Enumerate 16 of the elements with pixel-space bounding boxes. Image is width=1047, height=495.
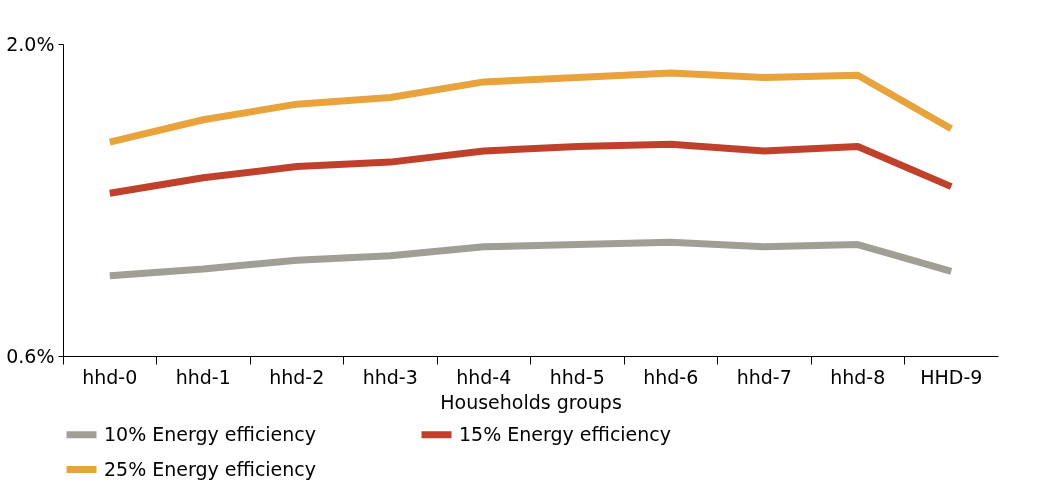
x-tick-label: hhd-2 — [269, 365, 325, 388]
x-tick-label: hhd-7 — [736, 365, 792, 388]
y-tick-label: 0.6% — [6, 344, 55, 367]
x-axis-title: Households groups — [440, 390, 622, 413]
x-tick-label: hhd-8 — [830, 365, 886, 388]
x-tick-label: hhd-4 — [456, 365, 512, 388]
x-tick-label: hhd-1 — [175, 365, 231, 388]
y-tick-label: 2.0% — [6, 32, 55, 55]
x-tick-label: hhd-0 — [82, 365, 138, 388]
legend-label: 25% Energy efficiency — [104, 457, 317, 480]
x-tick-label: hhd-3 — [362, 365, 418, 388]
x-tick-label: hhd-5 — [549, 365, 605, 388]
legend-label: 10% Energy efficiency — [104, 422, 317, 445]
x-tick-label: HHD-9 — [920, 365, 983, 388]
legend-label: 15% Energy efficiency — [459, 422, 672, 445]
x-tick-label: hhd-6 — [643, 365, 699, 388]
